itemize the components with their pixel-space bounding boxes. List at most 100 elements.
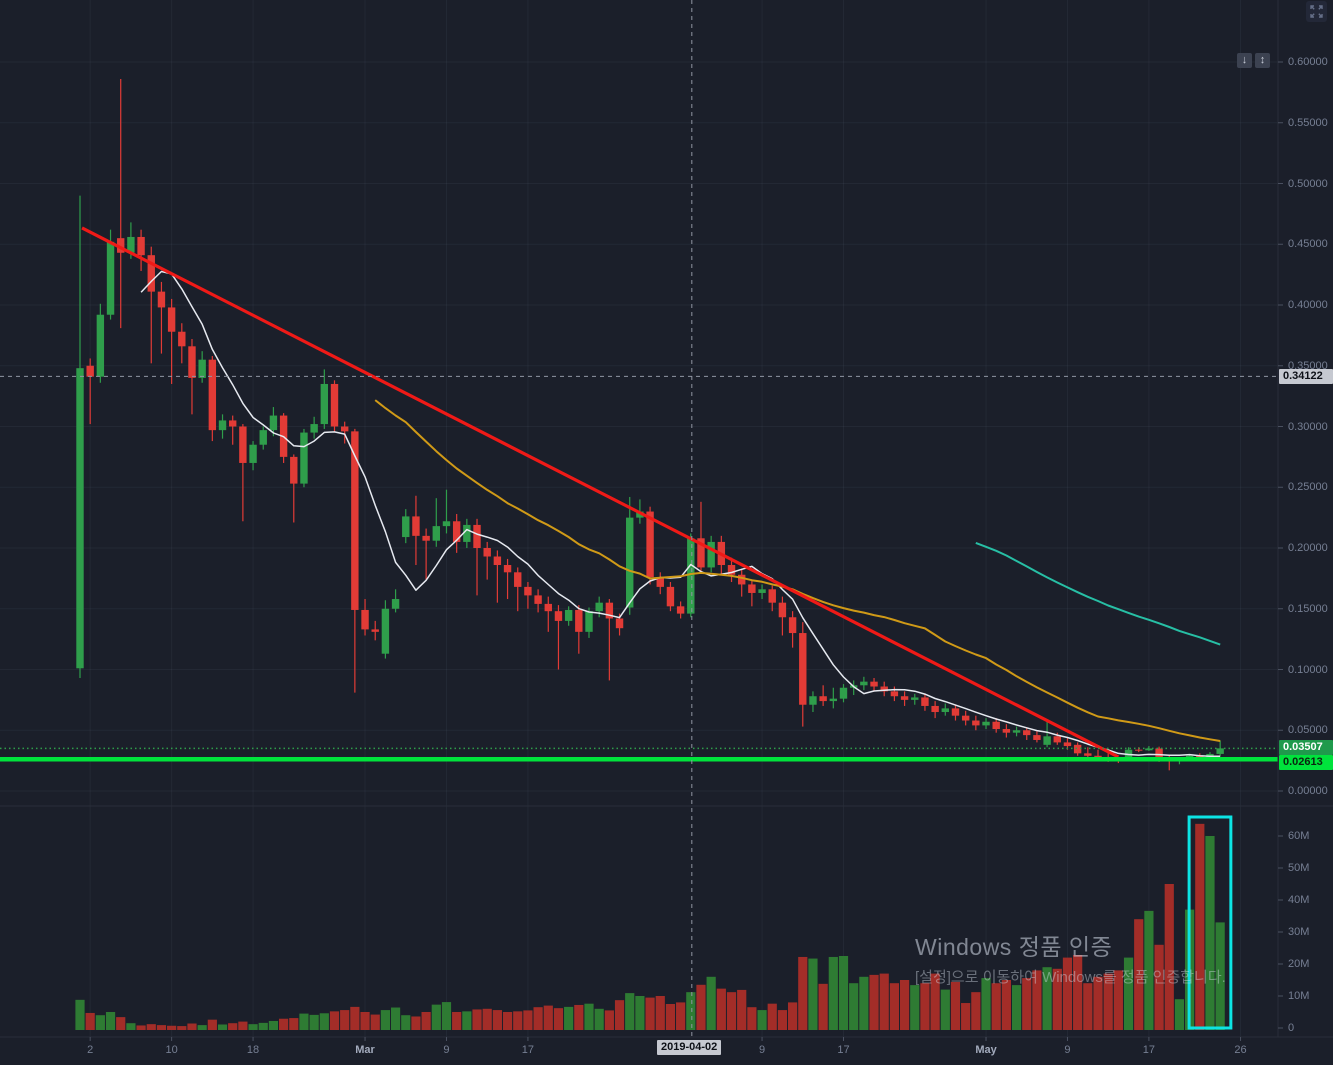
volume-bar <box>1195 823 1205 1030</box>
candle-body <box>646 511 654 578</box>
candle-body <box>290 456 298 484</box>
volume-bar <box>146 1024 156 1030</box>
candle-body <box>697 538 705 568</box>
volume-bar <box>645 997 655 1030</box>
candle-body <box>900 696 909 700</box>
volume-bar <box>482 1008 492 1030</box>
volume-bar <box>1103 973 1113 1030</box>
volume-bar <box>594 1008 604 1030</box>
volume-bar <box>167 1025 177 1030</box>
candle-body <box>605 602 614 619</box>
candle-body <box>1094 755 1102 757</box>
volume-bar <box>930 973 940 1030</box>
candle-body <box>951 708 960 716</box>
volume-bar <box>177 1026 187 1030</box>
volume-bar <box>452 1012 462 1030</box>
volume-bar <box>533 1007 543 1030</box>
crosshair-time-badge: 2019-04-02 <box>657 1040 722 1055</box>
volume-bar <box>248 1024 258 1030</box>
up-down-arrow-icon: ↕ <box>1259 54 1266 66</box>
candle-body <box>127 236 135 253</box>
candle-body <box>1135 749 1143 751</box>
candle-body <box>636 511 644 518</box>
candle-body <box>1073 744 1082 754</box>
candle-body <box>178 331 186 347</box>
candle-body <box>921 697 929 706</box>
candle-body <box>666 586 675 607</box>
volume-bar <box>340 1010 350 1030</box>
candle-body <box>870 681 878 687</box>
candle-body <box>788 617 797 634</box>
volume-bar <box>859 976 869 1030</box>
volume-bar <box>156 1025 167 1030</box>
volume-bar <box>116 1017 126 1030</box>
volume-bar <box>706 976 716 1030</box>
volume-bar <box>543 1005 553 1030</box>
candle-body <box>1023 730 1031 736</box>
pane-arrow-down-button[interactable]: ↓ <box>1237 53 1252 68</box>
candle-body <box>249 444 257 463</box>
candle-body <box>595 602 603 612</box>
candle-body <box>157 291 166 308</box>
volume-bar <box>492 1010 502 1030</box>
candle-body <box>402 516 410 538</box>
volume-bar <box>299 1013 309 1030</box>
volume-bar <box>360 1012 370 1030</box>
candle-body <box>259 430 267 445</box>
candle-body <box>615 618 624 629</box>
candle-body <box>1043 736 1051 745</box>
volume-bar <box>788 1002 798 1030</box>
candle-body <box>320 383 329 425</box>
volume-bar <box>523 1010 533 1030</box>
volume-bar <box>1123 957 1134 1030</box>
candle-body <box>493 556 502 566</box>
candle-body <box>188 346 196 378</box>
candle-body <box>738 574 746 585</box>
volume-bar <box>899 980 910 1030</box>
candle-body <box>575 609 583 632</box>
trendline <box>81 226 1120 759</box>
volume-bar <box>818 983 828 1030</box>
candle-body <box>300 432 308 484</box>
candle-body <box>463 524 471 542</box>
volume-bar <box>228 1023 238 1030</box>
candle-body <box>890 691 899 697</box>
volume-bar <box>553 1008 564 1030</box>
volume-bar <box>696 984 706 1030</box>
candle-body <box>931 705 939 713</box>
volume-bar <box>187 1023 197 1030</box>
volume-bar <box>838 956 849 1030</box>
last-price-badge: 0.03507 <box>1279 740 1333 755</box>
volume-bar <box>798 956 808 1030</box>
volume-bar <box>350 1006 360 1030</box>
candle-body <box>208 359 217 431</box>
candle-body <box>1012 730 1021 733</box>
candle-body <box>972 720 980 726</box>
candle-body <box>1196 755 1204 758</box>
candle-body <box>524 586 532 596</box>
candle-body <box>412 516 420 536</box>
volume-bar <box>411 1016 421 1030</box>
candle-body <box>687 538 695 614</box>
candle-body <box>819 696 827 702</box>
volume-bar <box>889 983 899 1030</box>
volume-bar <box>981 978 991 1030</box>
candle-body <box>269 415 278 431</box>
volume-bar <box>910 985 920 1030</box>
volume-bar <box>1113 970 1123 1030</box>
volume-bar <box>319 1013 329 1030</box>
candle-body <box>351 431 359 610</box>
volume-bar <box>1205 836 1215 1030</box>
volume-bar <box>329 1011 340 1030</box>
volume-bar <box>1164 884 1174 1030</box>
volume-bar <box>625 993 635 1030</box>
candle-body <box>880 686 888 692</box>
candle-body <box>218 420 227 431</box>
candle-body <box>381 608 390 654</box>
fullscreen-button[interactable] <box>1306 1 1327 22</box>
sma-89-line <box>975 541 1221 646</box>
volume-bar <box>1052 968 1062 1030</box>
volume-bar <box>564 1006 574 1030</box>
pane-arrow-updown-button[interactable]: ↕ <box>1255 53 1270 68</box>
